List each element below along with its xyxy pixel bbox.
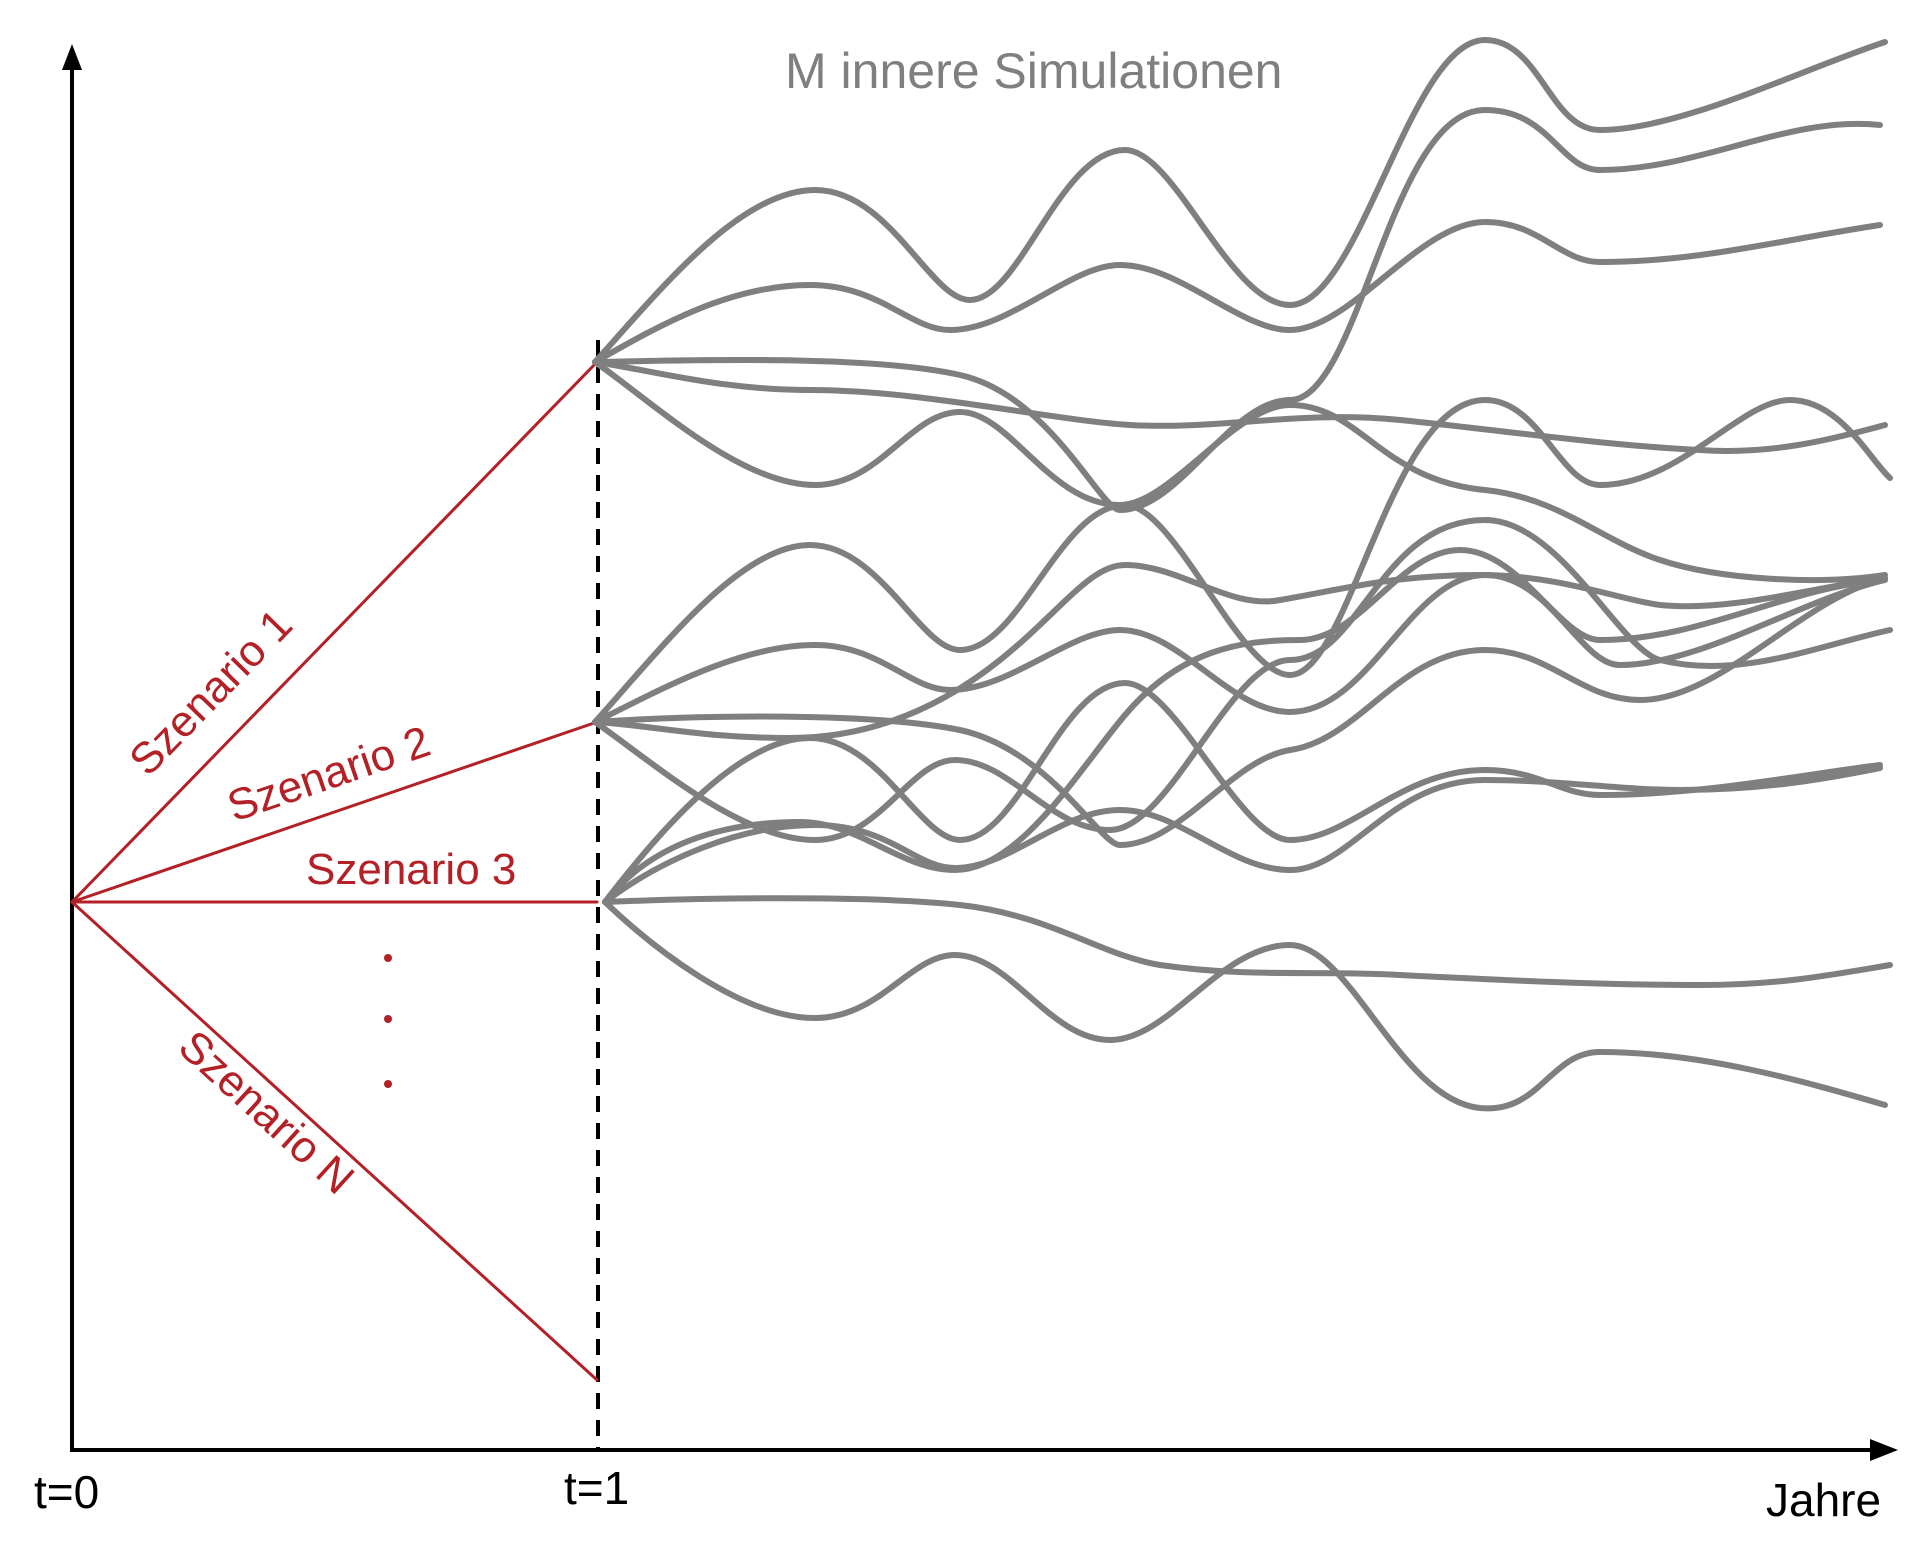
inner-path: [592, 37, 1888, 365]
ellipsis-dot: [384, 954, 392, 962]
inner-path: [602, 895, 1893, 988]
scenario-3-label: Szenario 3: [306, 845, 516, 894]
inner-simulations-group-1: [592, 37, 1888, 583]
inner-simulations-group-3: [602, 547, 1893, 1112]
inner-path: [592, 359, 1888, 583]
inner-path: [592, 219, 1883, 365]
scenario-n-label: Szenario N: [169, 1021, 363, 1204]
inner-simulations-group-2: [592, 397, 1893, 848]
inner-path: [592, 107, 1883, 513]
ellipsis-dot: [384, 1015, 392, 1023]
scenario-ellipsis: ⋮: [384, 954, 392, 1088]
x-axis-arrowhead: [1870, 1439, 1898, 1461]
inner-path: [602, 547, 1883, 905]
inner-path: [592, 397, 1893, 725]
inner-path: [592, 572, 1888, 725]
diagram-title: M innere Simulationen: [785, 43, 1283, 99]
x-axis-marker-label: t=1: [564, 1462, 629, 1514]
inner-path: [602, 899, 1888, 1112]
inner-path: [602, 765, 1883, 905]
inner-path: [602, 680, 1883, 905]
ellipsis-dot: [384, 1080, 392, 1088]
x-axis-start-label: t=0: [34, 1466, 99, 1518]
inner-path: [592, 359, 1888, 454]
scenario-n-line: [70, 900, 599, 1382]
scenario-2-line: [70, 720, 599, 904]
inner-path: [592, 517, 1893, 843]
x-axis-label: Jahre: [1766, 1474, 1881, 1526]
inner-path: [592, 575, 1888, 848]
scenario-1-line: [70, 360, 599, 904]
y-axis-arrowhead: [62, 44, 82, 70]
